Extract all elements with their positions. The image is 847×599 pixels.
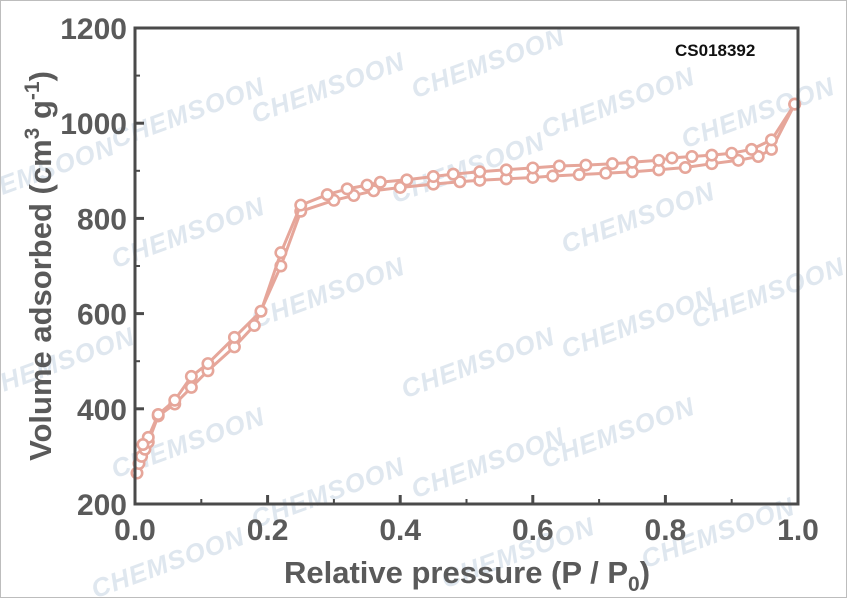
y-axis-title: Volume adsorbed (cm3 g-1): [21, 71, 58, 461]
watermark-text: CHEMSOON: [397, 321, 559, 404]
x-tick-label: 0.0: [114, 514, 156, 547]
desorption-point: [373, 175, 387, 189]
adsorption-point: [678, 160, 692, 174]
sample-code-label: CS018392: [675, 41, 755, 60]
desorption-point: [605, 157, 619, 171]
desorption-point: [136, 437, 150, 451]
y-tick-label: 1200: [60, 13, 127, 46]
x-tick-label: 0.4: [379, 514, 421, 547]
watermark-text: CHEMSOON: [407, 21, 569, 104]
desorption-point: [294, 198, 308, 212]
watermark-layer: CHEMSOONCHEMSOONCHEMSOONCHEMSOONCHEMSOON…: [1, 21, 847, 599]
desorption-point: [274, 246, 288, 260]
desorption-point: [526, 161, 540, 175]
watermark-text: CHEMSOON: [107, 191, 269, 274]
y-axis-title-sup2: -1: [21, 81, 44, 100]
desorption-point: [625, 155, 639, 169]
x-tick-label: 0.2: [247, 514, 289, 547]
desorption-point: [168, 393, 182, 407]
desorption-point: [685, 150, 699, 164]
tick-labels: 0.0 0.2 0.4 0.6 0.8 1.0 200 400 600 800 1000 1200: [60, 13, 819, 547]
watermark-text: CHEMSOON: [247, 251, 409, 334]
watermark-text: CHEMSOON: [557, 176, 719, 259]
adsorption-point: [572, 168, 586, 182]
x-axis-title: Relative pressure (P / P0): [284, 555, 650, 596]
desorption-point: [446, 167, 460, 181]
desorption-point: [764, 133, 778, 147]
desorption-point: [473, 165, 487, 179]
desorption-point: [552, 159, 566, 173]
y-tick-label: 600: [77, 299, 127, 332]
desorption-point: [705, 148, 719, 162]
watermark-text: CHEMSOON: [107, 71, 269, 154]
watermark-text: CHEMSOON: [87, 521, 249, 599]
plot-area-border: [133, 26, 800, 506]
watermark-text: CHEMSOON: [537, 61, 699, 144]
watermark-text: CHEMSOON: [247, 46, 409, 129]
adsorption-point: [599, 166, 613, 180]
desorption-point: [151, 408, 165, 422]
watermark-text: CHEMSOON: [1, 321, 139, 404]
y-tick-label: 200: [77, 489, 127, 522]
desorption-point: [745, 142, 759, 156]
x-tick-label: 0.8: [645, 514, 687, 547]
y-tick-label: 400: [77, 394, 127, 427]
desorption-point: [499, 163, 513, 177]
desorption-point: [579, 158, 593, 172]
desorption-point: [320, 188, 334, 202]
y-tick-label: 800: [77, 203, 127, 236]
desorption-point: [725, 146, 739, 160]
desorption-point: [201, 357, 215, 371]
desorption-point: [360, 178, 374, 192]
desorption-point: [254, 304, 268, 318]
series-layer: [130, 97, 802, 480]
watermark-text: CHEMSOON: [677, 71, 839, 154]
x-axis-title-subscript: 0: [628, 573, 640, 596]
x-tick-label: 1.0: [777, 514, 819, 547]
desorption-point: [400, 173, 414, 187]
y-tick-label: 1000: [60, 108, 127, 141]
desorption-point: [340, 182, 354, 196]
x-tick-label: 0.6: [512, 514, 554, 547]
adsorption-point: [546, 169, 560, 183]
adsorption-point: [247, 318, 261, 332]
y-axis-title-sup1: 3: [21, 128, 44, 140]
watermark-text: CHEMSOON: [1, 131, 119, 214]
desorption-point: [665, 151, 679, 165]
desorption-point: [227, 330, 241, 344]
desorption-point: [426, 170, 440, 184]
desorption-point: [184, 369, 198, 383]
desorption-point: [652, 153, 666, 167]
